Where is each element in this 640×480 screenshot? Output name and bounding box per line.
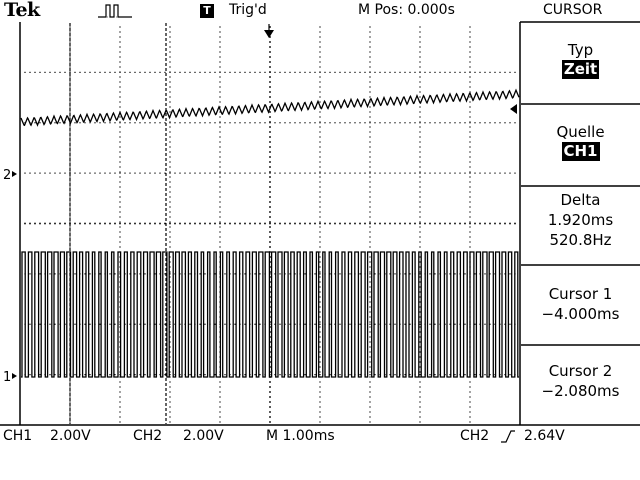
ch2-label: CH2 (133, 428, 163, 444)
trigger-badge: T (200, 4, 214, 18)
brand-logo: Tek (4, 0, 40, 21)
trigger-status: Trig'd (229, 2, 267, 18)
trigger-position-marker[interactable] (264, 30, 274, 38)
status-footer: CH1 2.00V CH2 2.00V M 1.00ms CH2 2.64V (0, 426, 640, 446)
delta-frequency: 520.8Hz (549, 231, 612, 249)
rising-edge-icon (501, 430, 515, 443)
ch1-label: CH1 (3, 428, 33, 444)
menu-title: CURSOR (543, 2, 603, 18)
trigger-source: CH2 (460, 428, 490, 444)
ch1-ground-marker[interactable]: 1 (3, 370, 11, 385)
menu-type[interactable]: Typ Zeit (521, 40, 640, 79)
delta-time: 1.920ms (547, 211, 614, 229)
ch1-waveform (21, 251, 519, 378)
source-value: CH1 (561, 142, 600, 161)
display-border (0, 21, 640, 426)
status-header: Tek T Trig'd M Pos: 0.000s CURSOR (0, 0, 640, 22)
type-label: Typ (567, 41, 594, 59)
ch2-scale: 2.00V (183, 428, 224, 444)
pulse-waveform-icon (98, 4, 132, 18)
cursor-1-label: Cursor 1 (548, 285, 613, 303)
menu-source[interactable]: Quelle CH1 (521, 122, 640, 161)
ch1-scale: 2.00V (50, 428, 91, 444)
ch2-waveform (20, 88, 520, 127)
source-label: Quelle (556, 123, 605, 141)
cursor-1-value: −4.000ms (541, 305, 620, 323)
menu-cursor-1[interactable]: Cursor 1 −4.000ms (521, 284, 640, 324)
cursor-menu: Typ Zeit Quelle CH1 Delta 1.920ms 520.8H… (521, 22, 640, 425)
cursor-2-label: Cursor 2 (548, 362, 613, 380)
menu-cursor-2[interactable]: Cursor 2 −2.080ms (521, 361, 640, 401)
timebase: M 1.00ms (266, 428, 335, 444)
type-value: Zeit (561, 60, 600, 79)
cursor-2-value: −2.080ms (541, 382, 620, 400)
trigger-level: 2.64V (524, 428, 565, 444)
menu-dividers (521, 103, 640, 346)
menu-delta: Delta 1.920ms 520.8Hz (521, 190, 640, 250)
trigger-level-marker[interactable] (510, 104, 517, 114)
ch2-ground-marker[interactable]: 2 (3, 168, 11, 183)
delta-label: Delta (560, 191, 601, 209)
horizontal-position: M Pos: 0.000s (358, 2, 455, 18)
